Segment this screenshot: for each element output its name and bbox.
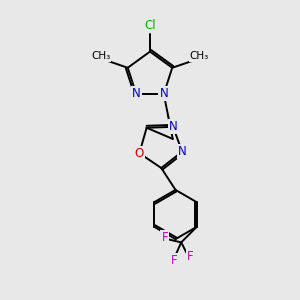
Text: F: F xyxy=(187,250,194,263)
Text: F: F xyxy=(170,254,177,267)
Text: N: N xyxy=(132,87,141,101)
Text: N: N xyxy=(178,145,187,158)
Text: N: N xyxy=(159,87,168,101)
Text: N: N xyxy=(169,120,178,133)
Text: CH₃: CH₃ xyxy=(190,51,209,62)
Text: Cl: Cl xyxy=(144,19,156,32)
Text: CH₃: CH₃ xyxy=(91,51,110,62)
Text: F: F xyxy=(161,231,168,244)
Text: O: O xyxy=(135,147,144,160)
